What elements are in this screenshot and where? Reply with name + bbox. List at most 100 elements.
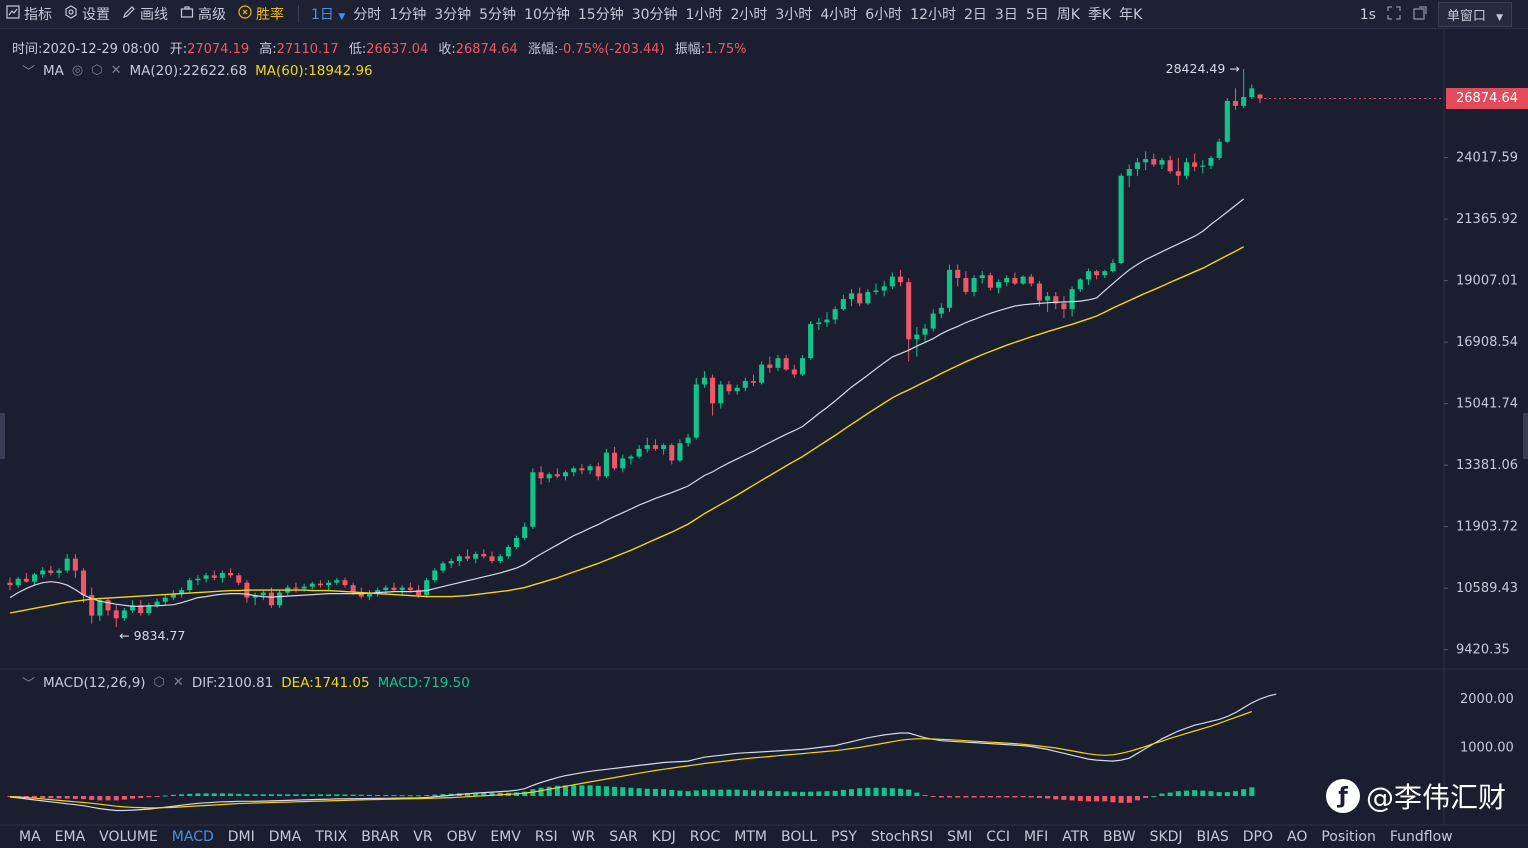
candle-body xyxy=(685,437,691,444)
popout-icon[interactable] xyxy=(1412,5,1428,25)
timeframe-14[interactable]: 3日 xyxy=(994,7,1018,23)
candle-body xyxy=(652,445,658,449)
gear-icon[interactable]: ⬡ xyxy=(91,63,103,78)
timeframe-12[interactable]: 12小时 xyxy=(910,7,956,23)
advanced-button[interactable]: 高级 xyxy=(174,4,232,24)
toolbar-divider xyxy=(298,5,299,23)
macd-histogram-bar xyxy=(285,794,291,796)
timeframe-17[interactable]: 季K xyxy=(1087,7,1112,23)
indicator-tab-dma[interactable]: DMA xyxy=(268,829,302,845)
close-icon[interactable]: ✕ xyxy=(172,675,184,690)
indicator-tab-sar[interactable]: SAR xyxy=(609,829,638,845)
candle-body xyxy=(326,582,332,586)
candle-body xyxy=(138,605,144,614)
timeframe-6[interactable]: 30分钟 xyxy=(631,7,678,23)
macd-histogram-bar xyxy=(701,789,707,796)
indicator-tab-cci[interactable]: CCI xyxy=(986,829,1010,845)
candle-body xyxy=(865,291,871,304)
timeframe-0[interactable]: 分时 xyxy=(353,7,382,23)
indicator-tab-brar[interactable]: BRAR xyxy=(361,829,400,845)
indicator-tab-stochrsi[interactable]: StochRSI xyxy=(870,829,934,845)
eye-icon[interactable]: ◎ xyxy=(71,63,84,78)
indicator-tab-position[interactable]: Position xyxy=(1321,829,1376,845)
macd-histogram-bar xyxy=(767,790,773,796)
close-value: 26874.64 xyxy=(455,42,518,57)
macd-histogram-bar xyxy=(187,793,193,796)
gear-icon[interactable]: ⬡ xyxy=(153,675,165,690)
timeframe-2[interactable]: 3分钟 xyxy=(434,7,472,23)
timeframe-18[interactable]: 年K xyxy=(1119,7,1143,23)
indicator-tab-bbw[interactable]: BBW xyxy=(1103,829,1136,845)
indicator-tab-skdj[interactable]: SKDJ xyxy=(1149,829,1183,845)
winrate-button[interactable]: 胜率 xyxy=(232,4,290,24)
indicator-tab-mfi[interactable]: MFI xyxy=(1023,829,1049,845)
indicator-tab-bias[interactable]: BIAS xyxy=(1196,829,1229,845)
timeframe-11[interactable]: 6小时 xyxy=(865,7,903,23)
indicator-tab-trix[interactable]: TRIX xyxy=(315,829,348,845)
candle-body xyxy=(105,600,111,611)
timeframe-8[interactable]: 2小时 xyxy=(730,7,768,23)
timeframe-10[interactable]: 4小时 xyxy=(820,7,858,23)
indicator-tab-mtm[interactable]: MTM xyxy=(734,829,768,845)
timeframe-1[interactable]: 1分钟 xyxy=(389,7,427,23)
macd-histogram-bar xyxy=(1085,796,1091,802)
candle-body xyxy=(791,369,797,375)
candle-body xyxy=(375,590,381,593)
indicator-tab-ema[interactable]: EMA xyxy=(54,829,86,845)
settings-button[interactable]: 设置 xyxy=(58,4,116,24)
timeframe-selector[interactable]: 1日 ▼ xyxy=(307,4,349,24)
candle-body xyxy=(530,472,536,527)
candle-body xyxy=(947,269,953,308)
indicator-tab-fundflow[interactable]: Fundflow xyxy=(1389,829,1453,845)
candle-body xyxy=(489,556,495,562)
indicator-tab-vr[interactable]: VR xyxy=(413,829,433,845)
candle-body xyxy=(897,276,904,283)
indicator-tab-volume[interactable]: VOLUME xyxy=(99,829,158,845)
indicator-tab-kdj[interactable]: KDJ xyxy=(651,829,676,845)
timeframe-16[interactable]: 周K xyxy=(1056,7,1080,23)
timeframe-4[interactable]: 10分钟 xyxy=(524,7,570,23)
indicator-tab-psy[interactable]: PSY xyxy=(831,829,857,845)
timeframe-list: 分时 1分钟 3分钟 5分钟 10分钟 15分钟 30分钟 1小时 2小时 3小时 4小时 6小时 12… xyxy=(349,4,1146,24)
macd-histogram-bar xyxy=(857,788,863,796)
candle-body xyxy=(277,592,283,606)
indicator-tab-ao[interactable]: AO xyxy=(1287,829,1308,845)
indicator-tab-atr[interactable]: ATR xyxy=(1062,829,1089,845)
indicator-tab-dmi[interactable]: DMI xyxy=(227,829,255,845)
timeframe-15[interactable]: 5日 xyxy=(1025,7,1049,23)
draw-button[interactable]: 画线 xyxy=(116,4,174,24)
candle-body xyxy=(1143,159,1149,163)
collapse-chevron-icon[interactable]: ﹀ xyxy=(22,65,36,80)
indicator-tab-roc[interactable]: ROC xyxy=(689,829,721,845)
candle-body xyxy=(179,590,185,594)
candle-body xyxy=(889,276,895,287)
timeframe-9[interactable]: 3小时 xyxy=(775,7,813,23)
candle-body xyxy=(293,587,299,589)
timeframe-7[interactable]: 1小时 xyxy=(685,7,723,23)
fullscreen-icon[interactable] xyxy=(1386,5,1402,25)
candle-body xyxy=(808,324,814,359)
candle-body xyxy=(906,282,912,340)
indicator-tab-dpo[interactable]: DPO xyxy=(1242,829,1273,845)
indicator-tab-ma[interactable]: MA xyxy=(19,829,41,845)
indicator-tab-macd[interactable]: MACD xyxy=(171,829,214,845)
indicator-tab-boll[interactable]: BOLL xyxy=(781,829,817,845)
timeframe-3[interactable]: 5分钟 xyxy=(479,7,517,23)
interval-label[interactable]: 1s xyxy=(1359,6,1376,23)
indicator-tab-rsi[interactable]: RSI xyxy=(534,829,558,845)
window-mode-dropdown[interactable]: 单窗口 ▼ xyxy=(1437,2,1512,27)
candle-body xyxy=(440,563,446,571)
indicator-button[interactable]: 指标 xyxy=(0,4,58,24)
indicator-tab-emv[interactable]: EMV xyxy=(490,829,521,845)
close-icon[interactable]: ✕ xyxy=(110,63,122,78)
collapse-chevron-icon[interactable]: ﹀ xyxy=(22,677,36,692)
indicator-tab-wr[interactable]: WR xyxy=(571,829,596,845)
indicator-tab-smi[interactable]: SMI xyxy=(947,829,973,845)
indicator-tab-obv[interactable]: OBV xyxy=(446,829,477,845)
timeframe-5[interactable]: 15分钟 xyxy=(577,7,624,23)
price-tick-label: 16908.54 xyxy=(1456,335,1518,350)
timeframe-13[interactable]: 2日 xyxy=(963,7,987,23)
macd-histogram-bar xyxy=(1028,796,1034,798)
macd-histogram-bar xyxy=(1241,789,1247,796)
